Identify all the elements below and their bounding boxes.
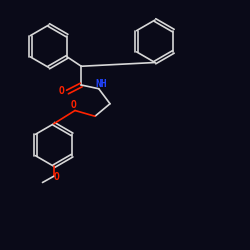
- Text: NH: NH: [95, 79, 106, 89]
- Text: O: O: [71, 100, 77, 110]
- Text: O: O: [54, 172, 60, 182]
- Text: O: O: [59, 86, 65, 96]
